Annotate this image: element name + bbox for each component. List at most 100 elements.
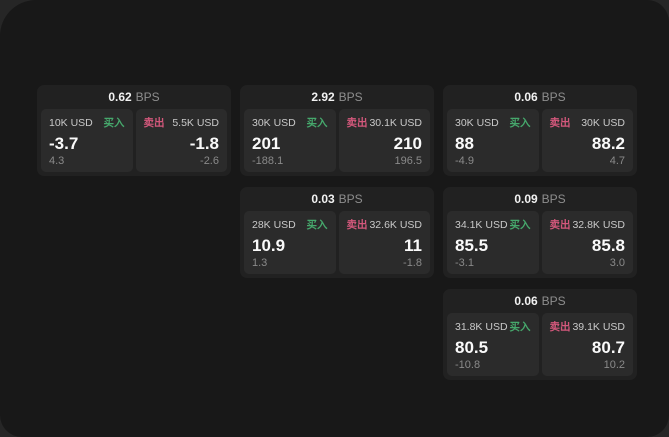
- buy-price: 88: [455, 134, 474, 153]
- card-header: 0.06 BPS: [447, 85, 633, 109]
- buy-delta: -4.9: [455, 155, 474, 167]
- sell-panel-header: 卖出 5.5K USD: [144, 115, 220, 130]
- buy-panel-header: 31.8K USD 买入: [455, 319, 531, 334]
- buy-panel-header: 34.1K USD 买入: [455, 217, 531, 232]
- bps-unit-label: BPS: [541, 192, 566, 206]
- sell-panel[interactable]: 卖出 32.6K USD 11 -1.8: [338, 211, 430, 274]
- buy-label: 买入: [509, 321, 531, 333]
- bps-value: 0.62: [108, 90, 132, 104]
- quote-panels: 34.1K USD 买入 85.5 -3.1 卖出 32.8K USD 85.8…: [447, 211, 633, 274]
- sell-volume: 30.1K USD: [369, 116, 422, 129]
- buy-price: -3.7: [49, 134, 79, 153]
- sell-panel-header: 卖出 32.6K USD: [347, 217, 423, 232]
- bps-unit-label: BPS: [541, 294, 566, 308]
- sell-price: 85.8: [591, 236, 625, 255]
- sell-delta: 196.5: [394, 155, 422, 167]
- buy-delta: -10.8: [455, 359, 481, 371]
- sell-price: 11: [404, 236, 422, 255]
- bps-value: 0.09: [514, 192, 538, 206]
- buy-price: 10.9: [252, 236, 286, 255]
- card-header: 2.92 BPS: [244, 85, 430, 109]
- quote-card: 0.06 BPS 31.8K USD 买入 80.5 -10.8 卖出 39.1…: [443, 289, 637, 380]
- buy-label: 买入: [306, 117, 328, 129]
- sell-volume: 39.1K USD: [572, 320, 625, 333]
- bps-unit-label: BPS: [338, 90, 363, 104]
- sell-panel[interactable]: 卖出 5.5K USD -1.8 -2.6: [135, 109, 227, 172]
- quote-card: 0.09 BPS 34.1K USD 买入 85.5 -3.1 卖出 32.8K…: [443, 187, 637, 278]
- buy-panel[interactable]: 30K USD 买入 88 -4.9: [447, 109, 539, 172]
- quote-panels: 31.8K USD 买入 80.5 -10.8 卖出 39.1K USD 80.…: [447, 313, 633, 376]
- bps-value: 0.06: [514, 90, 538, 104]
- buy-volume: 10K USD: [49, 116, 93, 129]
- sell-delta: -2.6: [200, 155, 219, 167]
- buy-panel-header: 30K USD 买入: [252, 115, 328, 130]
- buy-price: 201: [252, 134, 281, 153]
- buy-panel[interactable]: 31.8K USD 买入 80.5 -10.8: [447, 313, 539, 376]
- card-header: 0.09 BPS: [447, 187, 633, 211]
- sell-panel-header: 卖出 30.1K USD: [347, 115, 423, 130]
- sell-label: 卖出: [549, 219, 571, 231]
- buy-panel[interactable]: 28K USD 买入 10.9 1.3: [244, 211, 336, 274]
- sell-label: 卖出: [549, 321, 571, 333]
- buy-delta: -3.1: [455, 257, 474, 269]
- sell-price: 80.7: [591, 338, 625, 357]
- buy-price: 80.5: [455, 338, 489, 357]
- sell-volume: 5.5K USD: [172, 116, 219, 129]
- sell-panel-header: 卖出 32.8K USD: [550, 217, 626, 232]
- quote-panels: 30K USD 买入 88 -4.9 卖出 30K USD 88.2 4.7: [447, 109, 633, 172]
- buy-panel-header: 10K USD 买入: [49, 115, 125, 130]
- buy-volume: 31.8K USD: [455, 320, 508, 333]
- quote-panels: 30K USD 买入 201 -188.1 卖出 30.1K USD 210 1…: [244, 109, 430, 172]
- buy-panel-header: 28K USD 买入: [252, 217, 328, 232]
- sell-price: -1.8: [189, 134, 219, 153]
- sell-delta: 10.2: [603, 359, 625, 371]
- buy-label: 买入: [509, 219, 531, 231]
- quote-card: 0.62 BPS 10K USD 买入 -3.7 4.3 卖出 5.5K USD…: [37, 85, 231, 176]
- buy-volume: 30K USD: [252, 116, 296, 129]
- card-header: 0.03 BPS: [244, 187, 430, 211]
- buy-delta: 4.3: [49, 155, 65, 167]
- quote-panels: 10K USD 买入 -3.7 4.3 卖出 5.5K USD -1.8 -2.…: [41, 109, 227, 172]
- sell-delta: 4.7: [609, 155, 625, 167]
- bps-unit-label: BPS: [135, 90, 160, 104]
- bps-value: 0.03: [311, 192, 335, 206]
- sell-volume: 30K USD: [581, 116, 625, 129]
- buy-volume: 34.1K USD: [455, 218, 508, 231]
- card-header: 0.62 BPS: [41, 85, 227, 109]
- buy-label: 买入: [509, 117, 531, 129]
- card-header: 0.06 BPS: [447, 289, 633, 313]
- sell-price: 88.2: [591, 134, 625, 153]
- quote-panels: 28K USD 买入 10.9 1.3 卖出 32.6K USD 11 -1.8: [244, 211, 430, 274]
- sell-panel-header: 卖出 39.1K USD: [550, 319, 626, 334]
- quote-card: 0.03 BPS 28K USD 买入 10.9 1.3 卖出 32.6K US…: [240, 187, 434, 278]
- sell-label: 卖出: [549, 117, 571, 129]
- sell-volume: 32.6K USD: [369, 218, 422, 231]
- bps-value: 2.92: [311, 90, 335, 104]
- buy-price: 85.5: [455, 236, 489, 255]
- bps-unit-label: BPS: [338, 192, 363, 206]
- sell-price: 210: [393, 134, 422, 153]
- bps-value: 0.06: [514, 294, 538, 308]
- sell-panel[interactable]: 卖出 32.8K USD 85.8 3.0: [541, 211, 633, 274]
- buy-volume: 28K USD: [252, 218, 296, 231]
- buy-panel[interactable]: 10K USD 买入 -3.7 4.3: [41, 109, 133, 172]
- buy-volume: 30K USD: [455, 116, 499, 129]
- quote-card: 0.06 BPS 30K USD 买入 88 -4.9 卖出 30K USD 8…: [443, 85, 637, 176]
- buy-label: 买入: [306, 219, 328, 231]
- sell-delta: 3.0: [609, 257, 625, 269]
- sell-panel[interactable]: 卖出 39.1K USD 80.7 10.2: [541, 313, 633, 376]
- sell-panel[interactable]: 卖出 30K USD 88.2 4.7: [541, 109, 633, 172]
- buy-panel-header: 30K USD 买入: [455, 115, 531, 130]
- sell-label: 卖出: [143, 117, 165, 129]
- sell-label: 卖出: [346, 219, 368, 231]
- bps-unit-label: BPS: [541, 90, 566, 104]
- buy-label: 买入: [103, 117, 125, 129]
- sell-volume: 32.8K USD: [572, 218, 625, 231]
- sell-delta: -1.8: [403, 257, 422, 269]
- buy-delta: 1.3: [252, 257, 268, 269]
- buy-panel[interactable]: 34.1K USD 买入 85.5 -3.1: [447, 211, 539, 274]
- buy-panel[interactable]: 30K USD 买入 201 -188.1: [244, 109, 336, 172]
- sell-panel[interactable]: 卖出 30.1K USD 210 196.5: [338, 109, 430, 172]
- buy-delta: -188.1: [252, 155, 284, 167]
